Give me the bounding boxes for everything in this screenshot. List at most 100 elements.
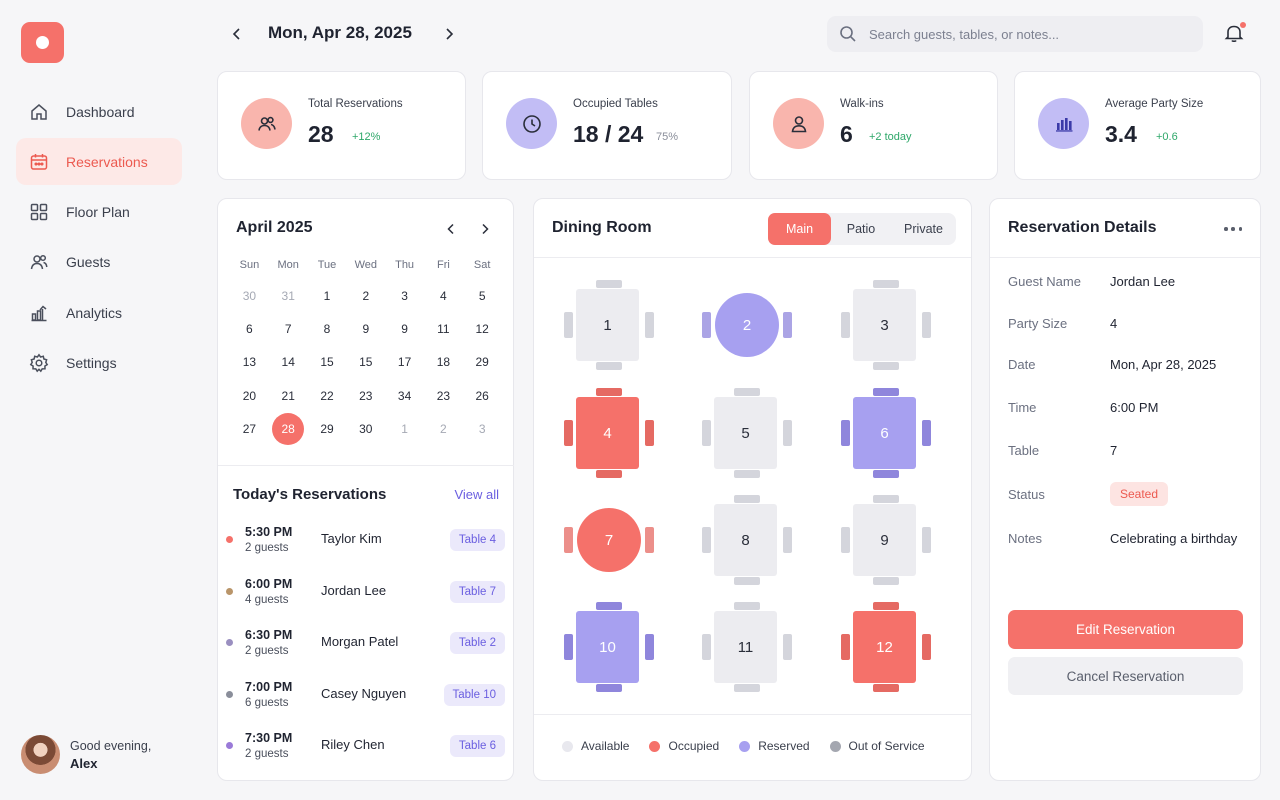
calendar-day[interactable]: 14: [269, 346, 308, 379]
next-day-button[interactable]: [437, 22, 461, 46]
more-options-button[interactable]: [1224, 221, 1242, 237]
reservation-list-item[interactable]: 5:30 PM 2 guests Taylor Kim Table 4: [218, 517, 514, 569]
calendar-day[interactable]: 2: [424, 413, 463, 446]
table-9[interactable]: 9: [841, 495, 931, 585]
chair: [734, 470, 760, 478]
calendar-day[interactable]: 15: [308, 346, 347, 379]
calendar-day[interactable]: 30: [230, 280, 269, 313]
table-6[interactable]: 6: [841, 388, 931, 478]
reservation-list-item[interactable]: 7:30 PM 2 guests Riley Chen Table 6: [218, 723, 514, 775]
calendar-day[interactable]: 5: [463, 280, 502, 313]
search-input[interactable]: [869, 26, 1169, 42]
calendar-day-number: 31: [281, 289, 295, 304]
stat-delta: 75%: [656, 131, 679, 143]
calendar-day[interactable]: 9: [346, 313, 385, 346]
calendar-day[interactable]: 26: [463, 380, 502, 413]
table-11[interactable]: 11: [702, 602, 792, 692]
sidebar-item-analytics[interactable]: Analytics: [16, 289, 182, 336]
sidebar-item-reservations[interactable]: Reservations: [16, 138, 182, 186]
calendar-day[interactable]: 4: [424, 280, 463, 313]
sidebar-item-guests[interactable]: Guests: [16, 239, 182, 286]
calendar-day-number: 9: [362, 322, 370, 337]
calendar-day[interactable]: 11: [424, 313, 463, 346]
sidebar-item-settings[interactable]: Settings: [16, 339, 182, 386]
chair: [922, 634, 931, 660]
calendar-day[interactable]: 6: [230, 313, 269, 346]
calendar-day[interactable]: 18: [424, 346, 463, 379]
calendar-day-number: 1: [401, 421, 408, 436]
calendar-day[interactable]: 15: [346, 346, 385, 379]
next-month-button[interactable]: [477, 221, 493, 237]
weekday-label: Sun: [239, 259, 260, 271]
calendar-day[interactable]: 12: [463, 313, 502, 346]
calendar-day[interactable]: 3: [463, 413, 502, 446]
prev-day-button[interactable]: [225, 22, 249, 46]
table-badge[interactable]: Table 4: [449, 529, 505, 551]
stat-card-total-reservations[interactable]: Total Reservations 28 +12%: [217, 71, 466, 180]
app-logo[interactable]: [21, 22, 64, 63]
table-1[interactable]: 1: [564, 280, 654, 370]
clock-icon: [506, 98, 557, 149]
user-profile[interactable]: Good evening, Alex: [21, 735, 151, 774]
calendar-day[interactable]: 21: [269, 380, 308, 413]
stat-card-average-party-size[interactable]: Average Party Size 3.4 +0.6: [1014, 71, 1261, 180]
calendar-day[interactable]: 9: [385, 313, 424, 346]
calendar-day[interactable]: 23: [346, 380, 385, 413]
reservation-list-item[interactable]: 6:00 PM 4 guests Jordan Lee Table 7: [218, 569, 514, 621]
notifications-button[interactable]: [1223, 22, 1247, 46]
cancel-reservation-button[interactable]: Cancel Reservation: [1008, 657, 1243, 695]
calendar-day[interactable]: 29: [308, 413, 347, 446]
calendar-day[interactable]: 29: [463, 346, 502, 379]
calendar-day[interactable]: 31: [269, 280, 308, 313]
calendar-day[interactable]: 13: [230, 346, 269, 379]
table-3[interactable]: 3: [841, 280, 931, 370]
reservation-time: 5:30 PM: [245, 525, 293, 539]
table-12[interactable]: 12: [841, 602, 931, 692]
calendar-day-selected[interactable]: 28: [269, 412, 308, 446]
tab-patio[interactable]: Patio: [846, 222, 876, 236]
reservation-time: 6:00 PM: [245, 576, 293, 591]
sidebar-item-label: Reservations: [66, 153, 148, 170]
table-10[interactable]: 10: [564, 602, 654, 692]
calendar-day[interactable]: 30: [346, 413, 385, 446]
view-all-link[interactable]: View all: [454, 487, 499, 502]
sidebar-item-floor-plan[interactable]: Floor Plan: [16, 189, 182, 236]
prev-month-button[interactable]: [443, 221, 459, 237]
table-4[interactable]: 4: [564, 388, 654, 478]
table-8[interactable]: 8: [702, 495, 792, 585]
calendar-day[interactable]: 1: [308, 280, 347, 313]
calendar-day[interactable]: 1: [385, 413, 424, 446]
calendar-day[interactable]: 20: [230, 380, 269, 413]
sidebar-item-dashboard[interactable]: Dashboard: [16, 88, 182, 135]
bell-icon: [1224, 25, 1244, 43]
table-2[interactable]: 2: [702, 280, 792, 370]
calendar-day[interactable]: 7: [269, 313, 308, 346]
reservation-list-item[interactable]: 6:30 PM 2 guests Morgan Patel Table 2: [218, 620, 514, 672]
calendar-day[interactable]: 22: [308, 380, 347, 413]
chevron-left-icon: [232, 28, 240, 40]
tab-main[interactable]: Main: [768, 213, 831, 245]
edit-reservation-button[interactable]: Edit Reservation: [1008, 610, 1243, 649]
calendar-day[interactable]: 23: [424, 380, 463, 413]
calendar-day[interactable]: 8: [308, 313, 347, 346]
table-badge[interactable]: Table 2: [449, 632, 505, 655]
chair: [841, 312, 850, 338]
calendar-day[interactable]: 34: [385, 380, 424, 413]
calendar-day[interactable]: 27: [230, 413, 269, 446]
calendar-day[interactable]: 3: [385, 280, 424, 313]
tab-private[interactable]: Private: [904, 222, 943, 236]
table-badge[interactable]: Table 6: [449, 735, 505, 758]
table-7[interactable]: 7: [564, 495, 654, 585]
reservation-list-item[interactable]: 7:00 PM 6 guests Casey Nguyen Table 10: [218, 672, 514, 724]
table-5[interactable]: 5: [702, 388, 792, 478]
calendar-day[interactable]: 17: [385, 346, 424, 379]
stat-label: Occupied Tables: [573, 98, 658, 110]
status-dot: [226, 639, 233, 647]
table-badge[interactable]: Table 10: [443, 683, 505, 706]
table-badge[interactable]: Table 7: [449, 580, 505, 603]
chair: [734, 577, 760, 585]
stat-card-walk-ins[interactable]: Walk-ins 6 +2 today: [749, 71, 998, 180]
detail-value-text: Mon, Apr 28, 2025: [1110, 357, 1217, 372]
stat-card-occupied-tables[interactable]: Occupied Tables 18 / 24 75%: [482, 71, 732, 180]
calendar-day[interactable]: 2: [346, 280, 385, 313]
